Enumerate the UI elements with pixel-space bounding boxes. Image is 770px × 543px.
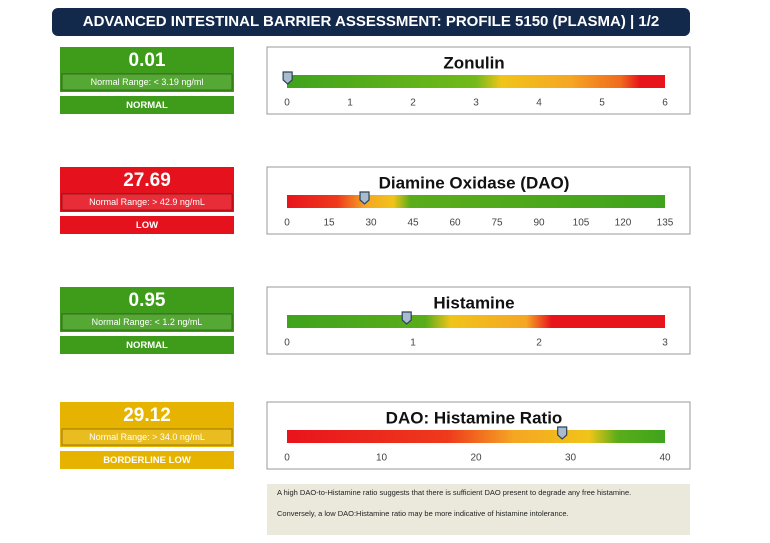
result-value: 0.95 [129,290,166,311]
gauge-tick-label: 5 [599,98,605,109]
gauge-title: DAO: Histamine Ratio [386,408,563,427]
result-value: 29.12 [123,405,171,426]
range-box [61,313,233,331]
note-line: A high DAO-to-Histamine ratio suggests t… [277,488,631,497]
gauge-bar [287,430,665,443]
value-box [60,287,234,332]
gauge-tick-label: 10 [376,453,388,464]
status-bar [60,451,234,469]
status-label: LOW [136,220,158,231]
gauge-bar [287,75,665,88]
result-value: 0.01 [129,50,166,71]
gauge-tick-label: 40 [659,453,671,464]
value-box [60,47,234,92]
header-bar [52,8,690,36]
status-label: NORMAL [126,100,168,111]
status-bar [60,336,234,354]
gauge-tick-label: 60 [449,218,461,229]
gauge-tick-label: 75 [491,218,503,229]
value-box [60,402,234,447]
result-value: 27.69 [123,170,171,191]
gauge-tick-label: 45 [407,218,419,229]
range-box [61,73,233,91]
value-marker [282,71,293,85]
gauge-tick-label: 1 [347,98,353,109]
gauge-tick-label: 90 [533,218,545,229]
gauge-tick-label: 105 [573,218,590,229]
normal-range: Normal Range: > 34.0 ng/mL [89,432,205,442]
header-title: ADVANCED INTESTINAL BARRIER ASSESSMENT: … [83,13,660,30]
value-box [60,167,234,212]
value-marker [557,426,568,440]
status-bar [60,96,234,114]
gauge-title: Diamine Oxidase (DAO) [379,173,570,192]
normal-range: Normal Range: > 42.9 ng/mL [89,197,205,207]
value-marker [359,191,370,205]
gauge-tick-label: 120 [615,218,632,229]
gauge-tick-label: 2 [410,98,416,109]
gauge-tick-label: 135 [657,218,674,229]
status-bar [60,216,234,234]
normal-range: Normal Range: < 1.2 ng/mL [92,317,203,327]
gauge-tick-label: 2 [536,338,542,349]
gauge-tick-label: 0 [284,453,290,464]
note-line: Conversely, a low DAO:Histamine ratio ma… [277,509,569,518]
gauge-tick-label: 30 [365,218,377,229]
status-label: NORMAL [126,340,168,351]
gauge-title: Zonulin [443,53,504,72]
note-box [267,484,690,535]
gauge-tick-label: 3 [662,338,668,349]
gauge-bar [287,195,665,208]
gauge-tick-label: 0 [284,338,290,349]
range-box [61,193,233,211]
value-marker [401,311,412,325]
gauge-tick-label: 0 [284,218,290,229]
status-label: BORDERLINE LOW [103,455,191,466]
gauge-tick-label: 30 [565,453,577,464]
gauge-tick-label: 15 [323,218,335,229]
gauge-tick-label: 3 [473,98,479,109]
gauge-tick-label: 4 [536,98,542,109]
range-box [61,428,233,446]
gauge-tick-label: 20 [470,453,482,464]
gauge-tick-label: 6 [662,98,668,109]
normal-range: Normal Range: < 3.19 ng/ml [91,77,204,87]
gauge-tick-label: 0 [284,98,290,109]
gauge-tick-label: 1 [410,338,416,349]
gauge-title: Histamine [433,293,514,312]
gauge-bar [287,315,665,328]
